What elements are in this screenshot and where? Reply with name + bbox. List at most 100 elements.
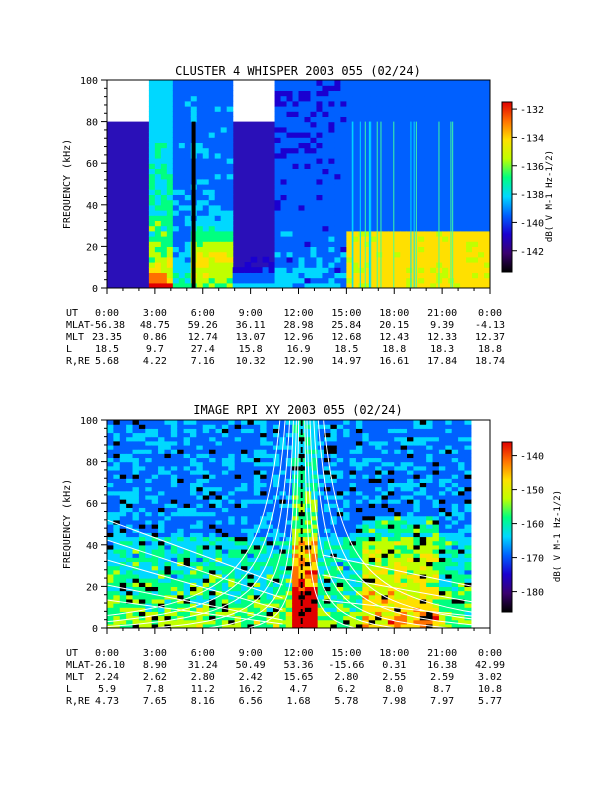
ephemeris-value: 2.80 [191,672,215,683]
ephemeris-value: 25.84 [331,320,361,331]
colorbar-tick-label: -150 [520,486,544,497]
ephemeris-value: 6:00 [191,308,215,319]
ephemeris-value: 18.5 [334,344,358,355]
ephemeris-value: 5.78 [334,696,358,707]
ephemeris-value: 59.26 [188,320,218,331]
ephemeris-value: 11.2 [191,684,215,695]
ephemeris-value: 48.75 [140,320,170,331]
ephemeris-value: 15.65 [283,672,313,683]
ephemeris-value: 9.39 [430,320,454,331]
colorbar-tick-label: -142 [520,247,544,258]
ephemeris-value: 4.22 [143,356,167,367]
ephemeris-value: 12:00 [283,308,313,319]
ephemeris-value: 18.5 [95,344,119,355]
y-tick-label: 20 [86,242,98,253]
ephemeris-value: 14.97 [331,356,361,367]
ephemeris-value: 12.43 [379,332,409,343]
ephemeris-value: 4.7 [289,684,307,695]
ephemeris-value: 5.9 [98,684,116,695]
ephemeris-value: 9:00 [239,648,263,659]
ephemeris-value: 8.7 [433,684,451,695]
panel-2-title: IMAGE RPI XY 2003 055 (02/24) [193,403,403,417]
panel-1-y-axis-label: FREQUENCY (kHz) [62,139,73,229]
y-tick-label: 80 [86,118,98,129]
ephemeris-value: 3:00 [143,648,167,659]
ephemeris-value: 0:00 [478,308,502,319]
ephemeris-row-label: MLAT [66,660,90,671]
panel-2-ephemeris-table: UT 0:00 3:00 6:00 9:00 12:00 15:00 18:00 21:00 0:… [66,628,505,707]
panel-2-y-axis: 0 20 40 60 80 100 [80,416,107,635]
ephemeris-value: 3.02 [478,672,502,683]
colorbar-tick-label: -136 [520,162,544,173]
ephemeris-value: 6.56 [239,696,263,707]
ephemeris-value: 15:00 [331,308,361,319]
colorbar-tick-label: -160 [520,520,544,531]
ephemeris-value: -15.66 [328,660,364,671]
colorbar-tick-label: -140 [520,452,544,463]
y-tick-label: 60 [86,499,98,510]
ephemeris-value: 27.4 [191,344,215,355]
ephemeris-value: 18.3 [430,344,454,355]
ephemeris-value: 7.65 [143,696,167,707]
ephemeris-value: 6.2 [337,684,355,695]
ephemeris-value: 20.15 [379,320,409,331]
ephemeris-value: 12.33 [427,332,457,343]
ephemeris-value: 18.8 [382,344,406,355]
ephemeris-value: 15:00 [331,648,361,659]
ephemeris-value: 16.2 [239,684,263,695]
ephemeris-value: 18:00 [379,648,409,659]
image-rpi-panel: IMAGE RPI XY 2003 055 (02/24) 0 20 40 60 80 1… [62,403,563,707]
y-tick-label: 0 [92,624,98,635]
ephemeris-value: 3:00 [143,308,167,319]
ephemeris-value: 7.16 [191,356,215,367]
ephemeris-value: 17.84 [427,356,457,367]
ephemeris-value: 12.37 [475,332,505,343]
ephemeris-row-label: MLAT [66,320,90,331]
ephemeris-value: 12:00 [283,648,313,659]
ephemeris-value: 2.55 [382,672,406,683]
ephemeris-value: 10.32 [236,356,266,367]
ephemeris-value: 7.98 [382,696,406,707]
panel-1-y-axis: 0 20 40 60 80 100 [80,76,107,295]
ephemeris-value: 4.73 [95,696,119,707]
ephemeris-value: 12.74 [188,332,218,343]
colorbar-tick-label: -134 [520,133,544,144]
panel-1-colorbar: -132 -134 -136 -138 -140 -142 [501,101,544,273]
ephemeris-value: 23.35 [92,332,122,343]
panel-2-colorbar: -140 -150 -160 -170 -180 [501,441,544,613]
ephemeris-value: 1.68 [286,696,310,707]
ephemeris-value: 0.86 [143,332,167,343]
ephemeris-value: 18.74 [475,356,505,367]
ephemeris-value: 2.42 [239,672,263,683]
ephemeris-row-label: L [66,684,72,695]
ephemeris-value: 16.9 [286,344,310,355]
ephemeris-value: 28.98 [283,320,313,331]
y-tick-label: 20 [86,582,98,593]
ephemeris-value: 8.16 [191,696,215,707]
ephemeris-value: 50.49 [236,660,266,671]
ephemeris-value: 16.61 [379,356,409,367]
ephemeris-value: 9.7 [146,344,164,355]
ephemeris-value: 13.07 [236,332,266,343]
colorbar-tick-label: -138 [520,190,544,201]
y-tick-label: 0 [92,284,98,295]
ephemeris-value: 0:00 [478,648,502,659]
ephemeris-row-label: MLT [66,332,84,343]
colorbar-tick-label: -140 [520,218,544,229]
ephemeris-row-label: L [66,344,72,355]
ephemeris-value: 2.62 [143,672,167,683]
ephemeris-value: 7.8 [146,684,164,695]
panel-1-colorbar-label: dB( V M-1 Hz-1/2) [545,150,555,242]
colorbar-scale [501,441,513,613]
ephemeris-value: 10.8 [478,684,502,695]
ephemeris-value: 12.90 [283,356,313,367]
ephemeris-value: 21:00 [427,648,457,659]
ephemeris-value: 2.59 [430,672,454,683]
cluster-whisper-panel: CLUSTER 4 WHISPER 2003 055 (02/24) 0 20 40… [62,64,555,367]
ephemeris-row-label: UT [66,648,78,659]
ephemeris-value: 15.8 [239,344,263,355]
ephemeris-value: -26.10 [89,660,125,671]
ephemeris-value: 0:00 [95,308,119,319]
panel-2-colorbar-label: dB( V M-1 Hz-1/2) [553,490,563,582]
